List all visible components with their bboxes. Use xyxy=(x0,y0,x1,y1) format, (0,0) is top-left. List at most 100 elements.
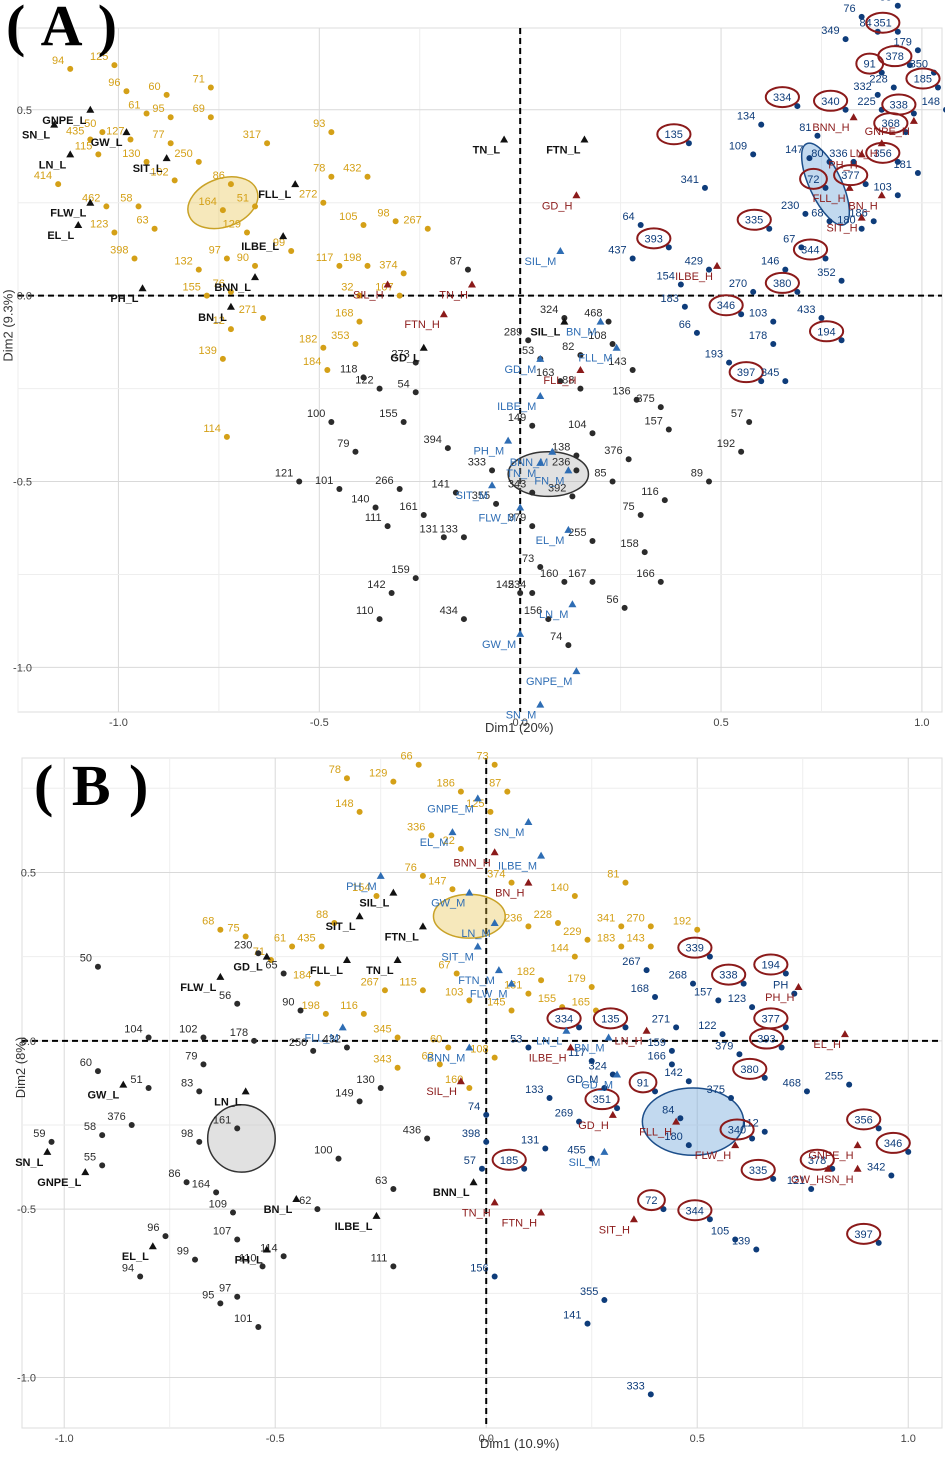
point-label: 142 xyxy=(664,1067,682,1079)
data-point xyxy=(584,1320,591,1327)
data-point xyxy=(171,177,178,184)
point-label: 380 xyxy=(773,278,791,290)
data-point xyxy=(373,893,380,900)
category-markers: GNPE_L SN_L GW_L LN_L SIT_L FLW_L FLL_L EL_L ILB… xyxy=(22,105,918,722)
x-tick-label: -1.0 xyxy=(55,1433,74,1445)
point-label: 375 xyxy=(636,393,654,405)
data-point xyxy=(94,1068,101,1075)
category-triangle xyxy=(629,1215,638,1223)
point-label: 178 xyxy=(230,1027,248,1039)
category-triangle xyxy=(81,1168,90,1176)
data-point xyxy=(183,1179,190,1186)
data-point xyxy=(356,292,363,299)
point-label: 133 xyxy=(525,1084,543,1096)
data-point xyxy=(525,337,532,344)
point-label: 368 xyxy=(881,118,899,130)
point-label: 65 xyxy=(265,959,277,971)
point-label: 72 xyxy=(807,174,819,186)
point-label: 184 xyxy=(293,970,311,982)
category-label: SN_H xyxy=(824,1174,853,1186)
data-point xyxy=(685,140,692,147)
highlight-ring xyxy=(736,208,772,231)
data-point xyxy=(364,262,371,269)
point-label: 183 xyxy=(661,293,679,305)
point-label: 58 xyxy=(120,192,132,204)
category-triangle xyxy=(596,317,605,325)
point-label: 154 xyxy=(352,882,370,894)
point-label: 194 xyxy=(817,326,835,338)
point-label: 98 xyxy=(181,1128,193,1140)
category-label: BN_M xyxy=(574,1042,605,1054)
category-label: FLL_H xyxy=(543,375,576,387)
data-point xyxy=(412,575,419,582)
data-point xyxy=(588,1155,595,1162)
category-label: EL_H xyxy=(813,1039,841,1051)
data-point xyxy=(621,604,628,611)
data-point xyxy=(643,967,650,974)
point-label: 88 xyxy=(562,375,574,387)
point-label: 394 xyxy=(424,434,442,446)
point-label: 127 xyxy=(106,126,124,138)
data-point xyxy=(746,419,753,426)
category-label: EL_M xyxy=(420,837,449,849)
point-label: 79 xyxy=(185,1050,197,1062)
data-point xyxy=(554,919,561,926)
data-point xyxy=(685,1078,692,1085)
data-point xyxy=(609,340,616,347)
point-label: 198 xyxy=(301,1000,319,1012)
category-label: GD_H xyxy=(542,200,573,212)
point-label: 353 xyxy=(331,330,349,342)
data-point xyxy=(601,1297,608,1304)
point-label: 346 xyxy=(884,1138,902,1150)
point-label: 60 xyxy=(430,1034,442,1046)
category-triangle xyxy=(572,191,581,199)
data-point xyxy=(242,933,249,940)
point-label: 180 xyxy=(664,1131,682,1143)
category-label: EL_L xyxy=(47,230,74,242)
data-point xyxy=(377,1084,384,1091)
point-label: 270 xyxy=(626,912,644,924)
category-triangle xyxy=(849,113,858,121)
data-point xyxy=(167,140,174,147)
data-point xyxy=(336,485,343,492)
data-point xyxy=(137,1273,144,1280)
data-point xyxy=(601,1084,608,1091)
category-label: GNPE_M xyxy=(427,803,473,815)
point-label: 145 xyxy=(496,579,514,591)
point-label: 105 xyxy=(711,1225,729,1237)
category-triangle xyxy=(338,1023,347,1031)
category-triangle xyxy=(490,1198,499,1206)
category-label: SIT_M xyxy=(441,952,473,964)
point-label: 378 xyxy=(886,51,904,63)
point-label: 324 xyxy=(540,304,558,316)
category-triangle xyxy=(262,1245,271,1253)
point-label: 155 xyxy=(379,408,397,420)
data-point xyxy=(657,404,664,411)
category-triangle xyxy=(372,1211,381,1219)
category-triangle xyxy=(456,1077,465,1085)
point-label: 100 xyxy=(314,1145,332,1157)
point-label: 379 xyxy=(715,1040,733,1052)
data-point xyxy=(394,1034,401,1041)
data-point xyxy=(196,1088,203,1095)
point-label: 380 xyxy=(740,1064,758,1076)
data-point xyxy=(372,504,379,511)
category-triangle xyxy=(439,310,448,318)
category-triangle xyxy=(148,1242,157,1250)
point-label: 289 xyxy=(504,326,522,338)
data-point xyxy=(589,538,596,544)
data-point xyxy=(561,578,568,585)
category-label: GNPE_L xyxy=(37,1177,81,1189)
point-label: 76 xyxy=(213,278,225,290)
point-label: 397 xyxy=(737,367,755,379)
point-label: 334 xyxy=(773,92,791,104)
category-label: FLW_M xyxy=(478,513,516,525)
category-triangle xyxy=(488,481,497,489)
point-label: 398 xyxy=(110,244,128,256)
point-label: 116 xyxy=(340,1000,358,1012)
data-point xyxy=(740,980,747,987)
point-label: 90 xyxy=(282,997,294,1009)
category-triangle xyxy=(564,466,573,474)
category-label: ILBE_M xyxy=(498,861,537,873)
point-label: 161 xyxy=(399,501,417,513)
